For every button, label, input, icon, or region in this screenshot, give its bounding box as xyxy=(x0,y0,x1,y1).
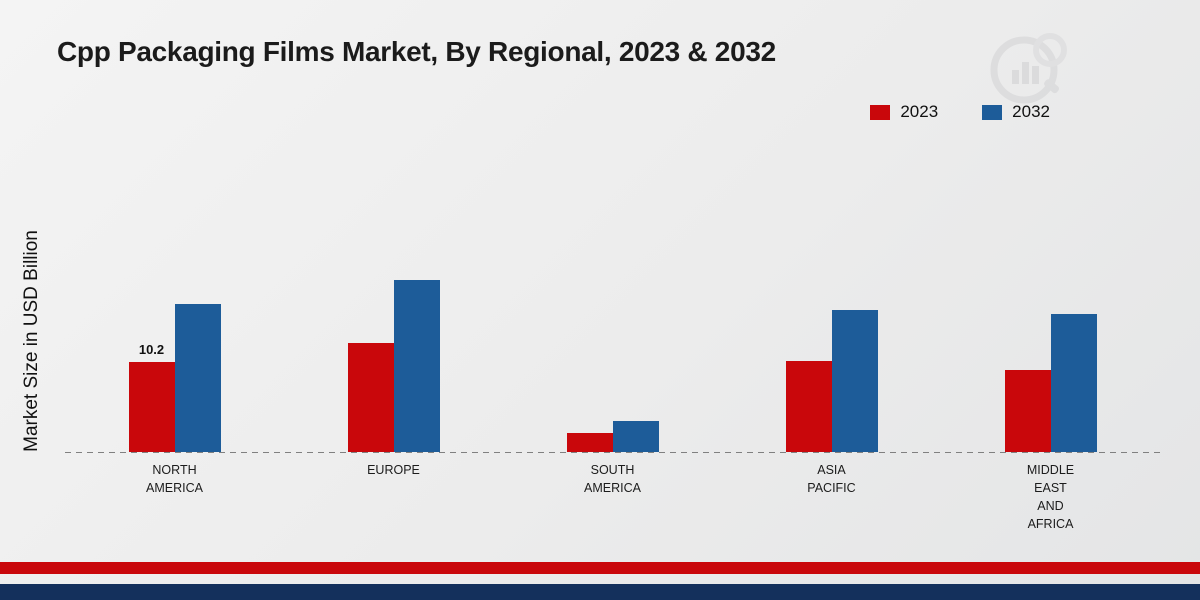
footer-red-band xyxy=(0,562,1200,574)
category-labels: NORTH AMERICA EUROPE SOUTH AMERICA ASIA PACIFI… xyxy=(65,461,1160,551)
bar-2032-asia-pacific[interactable] xyxy=(831,310,878,452)
category-label-europe: EUROPE xyxy=(367,463,420,477)
bar-group xyxy=(503,160,722,452)
bar-2023-middle-east-and-africa[interactable] xyxy=(1004,370,1051,452)
legend-label-2023: 2023 xyxy=(900,102,939,121)
plot-area: 10.2 xyxy=(65,160,1160,452)
category-label-middle-east-and-africa: MIDDLE EAST AND AFRICA xyxy=(1026,463,1075,532)
bar-data-label: 10.2 xyxy=(138,342,165,358)
bar-2032-middle-east-and-africa[interactable] xyxy=(1050,313,1097,452)
chart-title: Cpp Packaging Films Market, By Regional,… xyxy=(57,36,776,67)
bar-2032-south-america[interactable] xyxy=(612,421,659,452)
bar-2032-europe[interactable] xyxy=(393,279,440,452)
footer-navy-band xyxy=(0,584,1200,600)
watermark-logo xyxy=(990,33,1067,104)
legend: 2023 2032 xyxy=(870,102,1050,122)
bar-2023-north-america[interactable]: 10.2 xyxy=(128,342,175,452)
x-axis-baseline xyxy=(65,452,1160,453)
category-label-asia-pacific: ASIA PACIFIC xyxy=(807,463,856,496)
category-label-north-america: NORTH AMERICA xyxy=(146,463,203,496)
bar-2023-asia-pacific[interactable] xyxy=(785,361,832,452)
bar-2023-south-america[interactable] xyxy=(566,432,613,452)
legend-item-2032[interactable]: 2032 xyxy=(982,102,1050,122)
category-label-south-america: SOUTH AMERICA xyxy=(584,463,641,496)
bar-group xyxy=(722,160,941,452)
bar-group xyxy=(284,160,503,452)
legend-item-2023[interactable]: 2023 xyxy=(870,102,938,122)
bar-2032-north-america[interactable] xyxy=(174,304,221,452)
legend-label-2032: 2032 xyxy=(1012,102,1050,121)
y-axis-label: Market Size in USD Billion xyxy=(21,230,42,452)
bar-group xyxy=(941,160,1160,452)
bar-2023-europe[interactable] xyxy=(347,342,394,452)
legend-swatch-2032 xyxy=(982,104,1003,120)
legend-swatch-2023 xyxy=(870,104,891,120)
bar-group: 10.2 xyxy=(65,160,284,452)
